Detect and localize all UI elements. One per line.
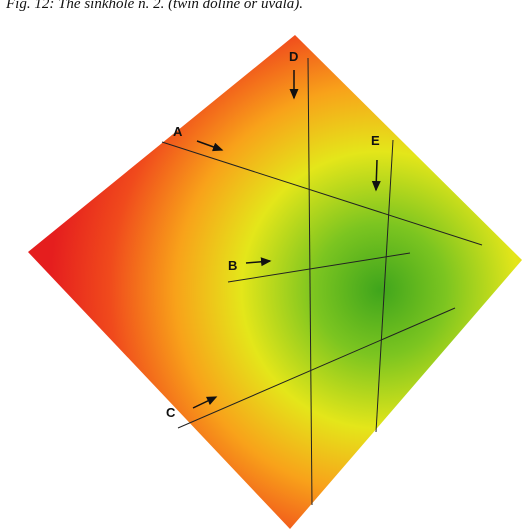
profile-label: D xyxy=(289,49,298,64)
profile-label: E xyxy=(371,133,380,148)
figure: Fig. 12: The sinkhole n. 2. (twin doline… xyxy=(0,0,522,529)
profile-label: B xyxy=(228,258,237,273)
dem-image xyxy=(28,35,522,529)
profile-label: A xyxy=(173,124,183,139)
profile-label: C xyxy=(166,405,176,420)
dem-map: A B C D E xyxy=(0,0,522,529)
